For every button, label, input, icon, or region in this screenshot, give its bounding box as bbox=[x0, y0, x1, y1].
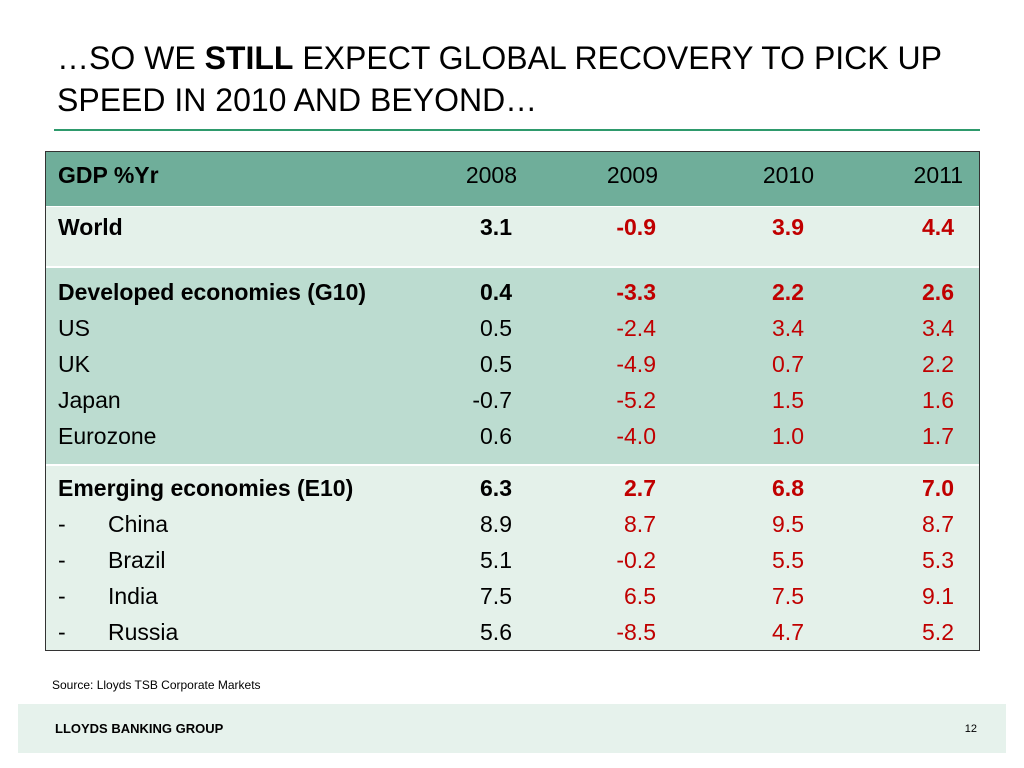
footer-bar: LLOYDS BANKING GROUP 12 bbox=[18, 704, 1006, 753]
row-label: World bbox=[58, 214, 123, 240]
row-label: US bbox=[58, 315, 90, 341]
value-2008: 0.5 bbox=[480, 315, 512, 341]
value-2009: 6.5 bbox=[624, 583, 656, 609]
value-2008: 7.5 bbox=[480, 583, 512, 609]
value-2009: -4.9 bbox=[616, 351, 656, 377]
footer-brand: LLOYDS BANKING GROUP bbox=[55, 721, 224, 736]
table-row-uk: UK 0.5 -4.9 0.7 2.2 bbox=[46, 349, 979, 379]
table-row-world: World 3.1 -0.9 3.9 4.4 bbox=[46, 212, 979, 242]
value-2010: 4.7 bbox=[772, 619, 804, 645]
table-row-china: - China 8.9 8.7 9.5 8.7 bbox=[46, 509, 979, 539]
title-suffix: EXPECT GLOBAL RECOVERY TO PICK UP SPEED … bbox=[57, 40, 942, 118]
value-2010: 9.5 bbox=[772, 511, 804, 537]
table-header: GDP %Yr 2008 2009 2010 2011 bbox=[46, 152, 979, 206]
value-2010: 7.5 bbox=[772, 583, 804, 609]
value-2008: 6.3 bbox=[480, 475, 512, 501]
row-label: Eurozone bbox=[58, 423, 157, 449]
title-prefix: …SO WE bbox=[57, 40, 205, 76]
row-label: UK bbox=[58, 351, 90, 377]
page-number: 12 bbox=[964, 723, 977, 735]
row-label: Developed economies (G10) bbox=[58, 279, 367, 305]
value-2011: 3.4 bbox=[922, 315, 954, 341]
value-2010: 0.7 bbox=[772, 351, 804, 377]
value-2009: -3.3 bbox=[616, 279, 656, 305]
value-2008: 0.6 bbox=[480, 423, 512, 449]
table-row-russia: - Russia 5.6 -8.5 4.7 5.2 bbox=[46, 617, 979, 647]
value-2009: -4.0 bbox=[616, 423, 656, 449]
value-2008: 5.6 bbox=[480, 619, 512, 645]
table-row-brazil: - Brazil 5.1 -0.2 5.5 5.3 bbox=[46, 545, 979, 575]
row-label: Emerging economies (E10) bbox=[58, 475, 354, 501]
value-2011: 5.3 bbox=[922, 547, 954, 573]
row-dash: - bbox=[58, 619, 66, 645]
value-2009: -0.9 bbox=[616, 214, 656, 240]
value-2008: -0.7 bbox=[472, 387, 512, 413]
title-emphasis: STILL bbox=[204, 40, 294, 76]
value-2009: -5.2 bbox=[616, 387, 656, 413]
value-2011: 4.4 bbox=[922, 214, 954, 240]
value-2010: 3.4 bbox=[772, 315, 804, 341]
value-2008: 0.4 bbox=[480, 279, 512, 305]
slide-title: …SO WE STILL EXPECT GLOBAL RECOVERY TO P… bbox=[57, 37, 997, 121]
title-rule bbox=[54, 129, 980, 131]
value-2011: 9.1 bbox=[922, 583, 954, 609]
value-2009: -0.2 bbox=[616, 547, 656, 573]
table-row-india: - India 7.5 6.5 7.5 9.1 bbox=[46, 581, 979, 611]
developed-section: Developed economies (G10) 0.4 -3.3 2.2 2… bbox=[46, 266, 979, 464]
row-label: Brazil bbox=[108, 547, 166, 573]
value-2010: 1.5 bbox=[772, 387, 804, 413]
value-2011: 7.0 bbox=[922, 475, 954, 501]
header-year-2011: 2011 bbox=[913, 162, 963, 188]
emerging-section: Emerging economies (E10) 6.3 2.7 6.8 7.0… bbox=[46, 464, 979, 650]
row-dash: - bbox=[58, 547, 66, 573]
value-2011: 2.2 bbox=[922, 351, 954, 377]
value-2009: 2.7 bbox=[624, 475, 656, 501]
value-2009: 8.7 bbox=[624, 511, 656, 537]
row-label: Japan bbox=[58, 387, 121, 413]
value-2009: -2.4 bbox=[616, 315, 656, 341]
header-year-2009: 2009 bbox=[606, 162, 658, 188]
header-row: GDP %Yr 2008 2009 2010 2011 bbox=[46, 160, 979, 190]
value-2011: 8.7 bbox=[922, 511, 954, 537]
value-2010: 3.9 bbox=[772, 214, 804, 240]
row-label: Russia bbox=[108, 619, 179, 645]
row-label: India bbox=[108, 583, 158, 609]
world-section: World 3.1 -0.9 3.9 4.4 bbox=[46, 206, 979, 266]
table-row-japan: Japan -0.7 -5.2 1.5 1.6 bbox=[46, 385, 979, 415]
value-2011: 2.6 bbox=[922, 279, 954, 305]
header-year-2010: 2010 bbox=[762, 162, 814, 188]
row-dash: - bbox=[58, 511, 66, 537]
value-2009: -8.5 bbox=[616, 619, 656, 645]
value-2010: 1.0 bbox=[772, 423, 804, 449]
header-year-2008: 2008 bbox=[465, 162, 517, 188]
value-2011: 1.6 bbox=[922, 387, 954, 413]
source-note: Source: Lloyds TSB Corporate Markets bbox=[52, 678, 261, 692]
value-2008: 3.1 bbox=[480, 214, 512, 240]
table-row-eurozone: Eurozone 0.6 -4.0 1.0 1.7 bbox=[46, 421, 979, 451]
value-2010: 5.5 bbox=[772, 547, 804, 573]
value-2008: 5.1 bbox=[480, 547, 512, 573]
value-2010: 2.2 bbox=[772, 279, 804, 305]
value-2008: 8.9 bbox=[480, 511, 512, 537]
table-row-developed-total: Developed economies (G10) 0.4 -3.3 2.2 2… bbox=[46, 277, 979, 307]
row-label: China bbox=[108, 511, 169, 537]
value-2008: 0.5 bbox=[480, 351, 512, 377]
value-2011: 5.2 bbox=[922, 619, 954, 645]
table-row-us: US 0.5 -2.4 3.4 3.4 bbox=[46, 313, 979, 343]
header-label: GDP %Yr bbox=[58, 162, 159, 188]
value-2011: 1.7 bbox=[922, 423, 954, 449]
row-dash: - bbox=[58, 583, 66, 609]
value-2010: 6.8 bbox=[772, 475, 804, 501]
table-row-emerging-total: Emerging economies (E10) 6.3 2.7 6.8 7.0 bbox=[46, 473, 979, 503]
gdp-table: GDP %Yr 2008 2009 2010 2011 World 3.1 -0… bbox=[45, 151, 980, 651]
